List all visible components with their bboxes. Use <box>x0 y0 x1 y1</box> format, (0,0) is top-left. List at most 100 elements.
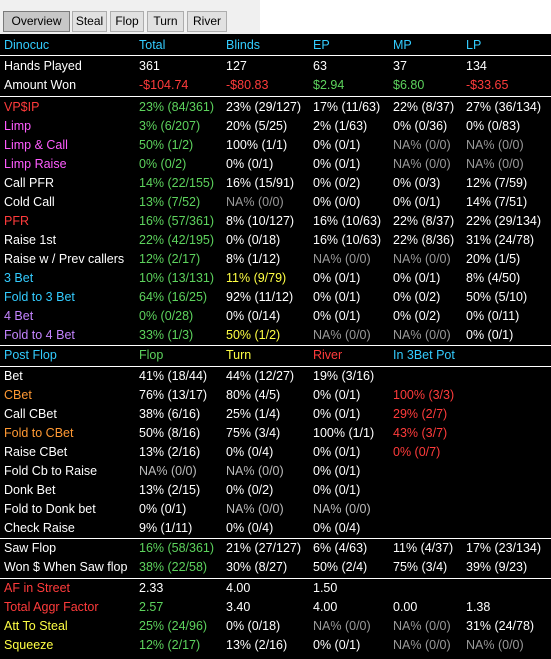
stat-label: Check Raise <box>4 521 75 535</box>
stat-value: 0% (0/14) <box>226 309 281 323</box>
stat-value: NA% (0/0) <box>393 328 451 342</box>
stat-label: Limp <box>4 119 32 133</box>
stat-row: Raise 1st 22% (42/195) 0% (0/18) 16% (10… <box>0 231 551 250</box>
stat-value: 8% (1/12) <box>226 252 281 266</box>
stat-value: 0% (0/1) <box>393 271 441 285</box>
stat-value: 14% (22/155) <box>139 176 215 190</box>
stat-value: NA% (0/0) <box>313 252 371 266</box>
col-header-mp: MP <box>393 38 412 52</box>
divider <box>0 55 551 56</box>
stat-value: 0% (0/1) <box>466 328 514 342</box>
stat-value: 12% (2/17) <box>139 638 201 652</box>
col-header-flop: Flop <box>139 348 164 362</box>
stat-value: 100% (1/1) <box>313 426 375 440</box>
stat-value: 4.00 <box>313 600 338 614</box>
col-header-ep: EP <box>313 38 330 52</box>
divider <box>0 366 551 367</box>
stat-label: Limp Raise <box>4 157 67 171</box>
stat-value: NA% (0/0) <box>313 328 371 342</box>
stat-value: 22% (8/37) <box>393 100 455 114</box>
header-row: Dinocuc Total Blinds EP MP LP <box>0 36 551 55</box>
stat-value: 76% (13/17) <box>139 388 208 402</box>
stat-label: Amount Won <box>4 78 77 92</box>
stat-value: 9% (1/11) <box>139 521 193 535</box>
stat-value: 0% (0/2) <box>393 290 441 304</box>
postflop-header: Post Flop <box>4 348 57 362</box>
stat-label: Raise w / Prev callers <box>4 252 125 266</box>
stat-value: 8% (10/127) <box>226 214 295 228</box>
stat-value: 25% (24/96) <box>139 619 208 633</box>
stat-value: 2% (1/63) <box>313 119 368 133</box>
stat-row: Bet 41% (18/44) 44% (12/27) 19% (3/16) <box>0 367 551 386</box>
stat-row: Cold Call 13% (7/52) NA% (0/0) 0% (0/0) … <box>0 193 551 212</box>
stat-label: Bet <box>4 369 23 383</box>
stat-value: 50% (1/2) <box>139 138 194 152</box>
stat-value: 39% (9/23) <box>466 560 528 574</box>
stat-value: 0% (0/4) <box>313 521 361 535</box>
stat-value: 1.38 <box>466 600 491 614</box>
stat-label: Att To Steal <box>4 619 68 633</box>
stat-value: 21% (27/127) <box>226 541 302 555</box>
stat-row: Fold to CBet 50% (8/16) 75% (3/4) 100% (… <box>0 424 551 443</box>
stat-value: 8% (4/50) <box>466 271 521 285</box>
stat-value: 100% (1/1) <box>226 138 288 152</box>
stat-row: Fold to 3 Bet 64% (16/25) 92% (11/12) 0%… <box>0 288 551 307</box>
tab-river[interactable]: River <box>187 11 227 32</box>
stat-label: AF in Street <box>4 581 70 595</box>
stat-value: 63 <box>313 59 327 73</box>
stat-row: Limp 3% (6/207) 20% (5/25) 2% (1/63) 0% … <box>0 117 551 136</box>
stat-value: 50% (5/10) <box>466 290 528 304</box>
stat-value: 0% (0/2) <box>139 157 187 171</box>
stat-row: Raise w / Prev callers 12% (2/17) 8% (1/… <box>0 250 551 269</box>
player-name: Dinocuc <box>4 38 50 52</box>
stat-value: 0% (0/1) <box>313 638 361 652</box>
postflop-header-row: Post Flop Flop Turn River In 3Bet Pot <box>0 346 551 365</box>
stat-value: 19% (3/16) <box>313 369 375 383</box>
stat-row: Fold Cb to Raise NA% (0/0) NA% (0/0) 0% … <box>0 462 551 481</box>
stat-label: Fold Cb to Raise <box>4 464 98 478</box>
stat-value: 75% (3/4) <box>226 426 281 440</box>
stat-row: 4 Bet 0% (0/28) 0% (0/14) 0% (0/1) 0% (0… <box>0 307 551 326</box>
stat-value: 13% (2/16) <box>226 638 288 652</box>
stat-row: Limp & Call 50% (1/2) 100% (1/1) 0% (0/1… <box>0 136 551 155</box>
stat-value: 38% (6/16) <box>139 407 201 421</box>
stat-label: VP$IP <box>4 100 40 114</box>
stat-value: NA% (0/0) <box>393 638 451 652</box>
stat-value: NA% (0/0) <box>313 619 371 633</box>
stat-value: 22% (29/134) <box>466 214 542 228</box>
stat-value: 10% (13/131) <box>139 271 215 285</box>
stat-label: Fold to 4 Bet <box>4 328 75 342</box>
tab-turn[interactable]: Turn <box>147 11 184 32</box>
stat-value: 0% (0/83) <box>466 119 521 133</box>
stat-value: 0% (0/7) <box>393 445 441 459</box>
tab-overview[interactable]: Overview <box>3 11 70 32</box>
stat-value: -$33.65 <box>466 78 509 92</box>
tab-flop[interactable]: Flop <box>110 11 144 32</box>
stat-value: 12% (7/59) <box>466 176 528 190</box>
stat-value: 22% (8/37) <box>393 214 455 228</box>
stat-value: 127 <box>226 59 247 73</box>
stat-label: 3 Bet <box>4 271 34 285</box>
stat-value: 13% (2/15) <box>139 483 201 497</box>
tab-steal[interactable]: Steal <box>72 11 107 32</box>
stat-row: Call PFR 14% (22/155) 16% (15/91) 0% (0/… <box>0 174 551 193</box>
stat-value: 0% (0/1) <box>313 464 361 478</box>
stat-value: 43% (3/7) <box>393 426 448 440</box>
stat-value: NA% (0/0) <box>226 502 284 516</box>
stat-value: 4.00 <box>226 581 251 595</box>
stat-value: 22% (8/36) <box>393 233 455 247</box>
stat-value: 13% (7/52) <box>139 195 201 209</box>
stat-value: 100% (3/3) <box>393 388 455 402</box>
tab-bar: Overview Steal Flop Turn River <box>0 0 260 34</box>
stat-label: Fold to Donk bet <box>4 502 96 516</box>
stat-label: PFR <box>4 214 29 228</box>
stat-value: 2.57 <box>139 600 164 614</box>
stat-value: 20% (5/25) <box>226 119 288 133</box>
stat-value: 31% (24/78) <box>466 619 535 633</box>
stat-value: NA% (0/0) <box>393 252 451 266</box>
stat-row: Total Aggr Factor 2.57 3.40 4.00 0.00 1.… <box>0 598 551 617</box>
stat-value: 23% (29/127) <box>226 100 302 114</box>
stat-value: 0% (0/1) <box>313 271 361 285</box>
stat-value: 361 <box>139 59 160 73</box>
stat-value: 50% (1/2) <box>226 328 281 342</box>
